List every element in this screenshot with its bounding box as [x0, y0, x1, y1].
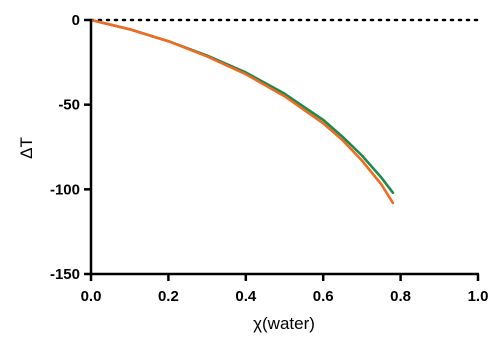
x-tick-label: 0.8	[390, 288, 411, 305]
y-axis-title: ΔT	[17, 137, 36, 159]
x-tick-label: 1.0	[468, 288, 489, 305]
x-tick-label: 0.0	[81, 288, 102, 305]
x-axis-title: χ(water)	[253, 314, 315, 333]
y-tick-label: -150	[50, 266, 80, 283]
y-tick-label: -50	[58, 97, 80, 114]
plot-lines	[89, 18, 480, 205]
x-tick-label: 0.2	[158, 288, 179, 305]
x-tick-label: 0.4	[235, 288, 257, 305]
y-tick-label: 0	[72, 12, 80, 29]
series-line-2	[89, 18, 395, 205]
x-tick-label: 0.6	[313, 288, 334, 305]
y-tick-label: -100	[50, 181, 80, 198]
series-line-1	[89, 18, 395, 194]
